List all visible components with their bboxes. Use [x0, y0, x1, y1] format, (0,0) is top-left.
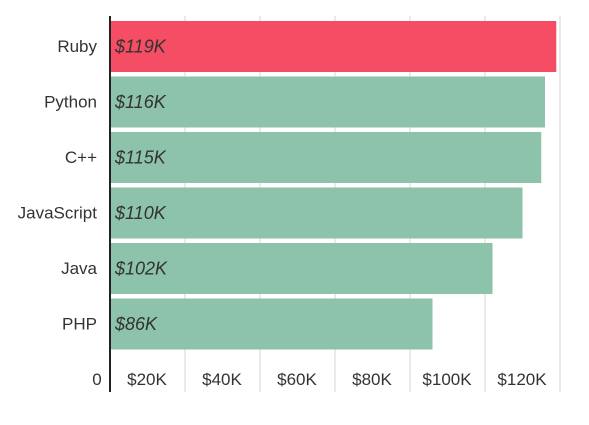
bar-value-label: $116K	[114, 92, 167, 112]
bar-javascript	[110, 187, 523, 239]
x-tick-label: $20K	[127, 370, 167, 389]
chart-data-labels: $119K $116K $115K $110K $102K $86K	[114, 36, 168, 334]
category-label: C++	[65, 148, 97, 167]
category-label: Ruby	[57, 37, 97, 56]
category-label: Python	[44, 92, 97, 111]
x-tick-label: $60K	[277, 370, 317, 389]
bar-php	[110, 298, 433, 350]
chart-category-labels: Ruby Python C++ JavaScript Java PHP	[18, 37, 98, 334]
x-tick-label: 0	[92, 370, 101, 389]
bar-java	[110, 243, 493, 294]
bar-value-label: $102K	[114, 258, 168, 278]
x-tick-label: $40K	[202, 370, 242, 389]
bar-ruby	[110, 21, 557, 72]
bar-value-label: $115K	[114, 147, 167, 167]
category-label: Java	[61, 259, 97, 278]
x-tick-label: $120K	[497, 370, 547, 389]
bar-value-label: $110K	[114, 203, 167, 223]
chart-bars	[110, 21, 557, 350]
chart-x-tick-labels: 0 $20K $40K $60K $80K $100K $120K	[92, 370, 547, 389]
bar-value-label: $119K	[114, 36, 167, 56]
category-label: PHP	[62, 314, 97, 333]
category-label: JavaScript	[18, 203, 98, 222]
x-tick-label: $80K	[352, 370, 392, 389]
bar-value-label: $86K	[114, 314, 158, 334]
bar-python	[110, 76, 545, 128]
bar-c-	[110, 132, 542, 183]
x-tick-label: $100K	[422, 370, 472, 389]
